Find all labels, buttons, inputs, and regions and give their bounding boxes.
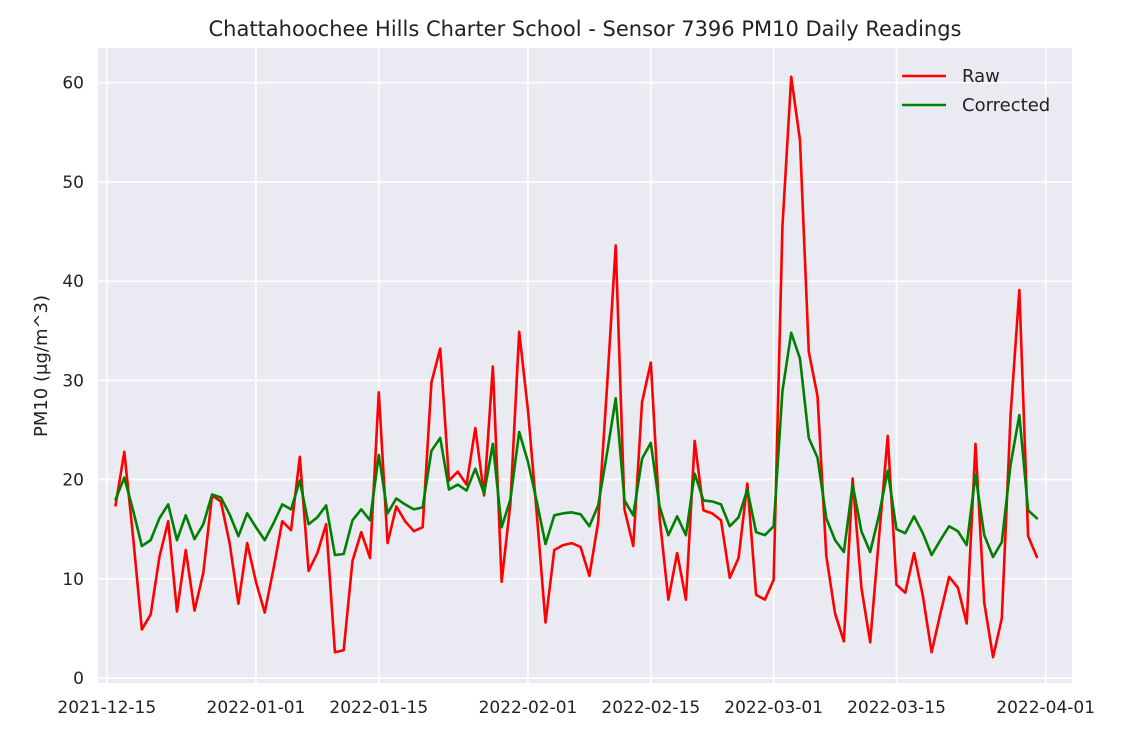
x-tick-labels: 2021-12-15 2022-01-01 2022-01-15 2022-02-01…	[57, 698, 1095, 718]
series-line-corrected	[114, 331, 1039, 559]
x-tick-label: 2022-01-15	[329, 698, 428, 718]
y-tick-label: 10	[62, 570, 84, 590]
x-tick-label: 2022-02-01	[479, 698, 578, 718]
legend-label-corrected: Corrected	[962, 95, 1050, 116]
x-tick-label: 2022-03-15	[847, 698, 946, 718]
x-tick-label: 2022-02-15	[601, 698, 700, 718]
legend-label-raw: Raw	[962, 66, 1000, 87]
plot-background	[98, 48, 1072, 683]
x-tick-label: 2022-01-01	[207, 698, 306, 718]
chart-title: Chattahoochee Hills Charter School - Sen…	[209, 17, 962, 41]
y-tick-label: 50	[62, 173, 84, 193]
x-tick-label: 2021-12-15	[57, 698, 156, 718]
y-tick-label: 0	[73, 669, 84, 689]
x-tick-label: 2022-04-01	[996, 698, 1095, 718]
x-tick-label: 2022-03-01	[724, 698, 823, 718]
y-tick-labels: 0 10 20 30 40 50 60	[62, 74, 84, 689]
y-tick-label: 30	[62, 371, 84, 391]
series-group	[114, 75, 1039, 659]
y-tick-label: 60	[62, 74, 84, 94]
y-tick-label: 40	[62, 272, 84, 292]
y-tick-label: 20	[62, 471, 84, 491]
legend: Raw Corrected	[902, 66, 1050, 116]
y-axis-label: PM10 (μg/m^3)	[31, 295, 52, 437]
